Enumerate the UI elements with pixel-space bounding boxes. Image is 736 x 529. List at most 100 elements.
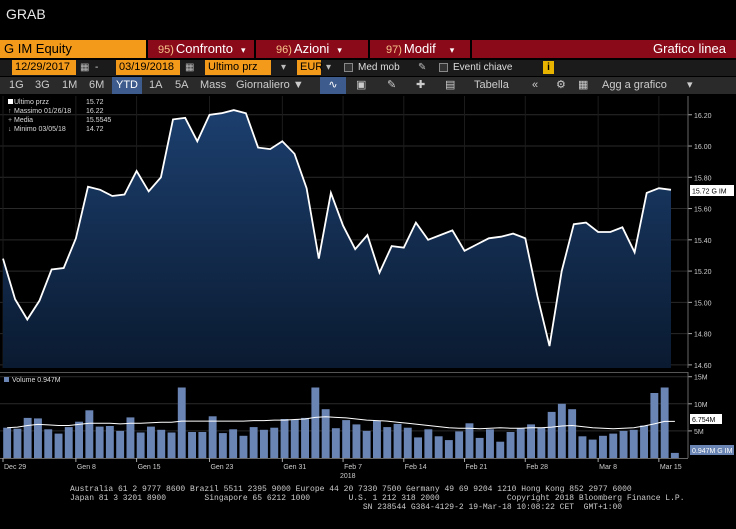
legend-min-value: 14.72 <box>86 126 104 133</box>
separator <box>146 40 148 58</box>
zoom-icon[interactable]: ▣ <box>356 79 367 91</box>
dropdown-arrow-icon[interactable]: ▾ <box>281 62 287 73</box>
moving-avg-label: Med mob <box>358 62 400 73</box>
y-tick-label: 10M <box>694 402 708 409</box>
volume-bar <box>373 420 381 458</box>
footer-line: SN 238544 G384-4129-2 19-Mar-18 10:08:22… <box>70 503 623 512</box>
price-field-select[interactable]: Ultimo prz <box>205 60 271 75</box>
volume-bar <box>280 419 289 458</box>
actions-menu[interactable]: 96) Azioni ▾ <box>276 40 342 58</box>
volume-bar <box>537 427 546 458</box>
volume-bar <box>75 421 83 458</box>
currency-field[interactable]: EUR <box>297 60 323 75</box>
volume-bar <box>167 432 176 458</box>
range-bar <box>0 77 736 94</box>
end-date-field[interactable]: 03/19/2018 <box>116 60 180 75</box>
range-1g[interactable]: 1G <box>9 79 24 91</box>
volume-bar <box>126 417 135 458</box>
price-tag: 15.72 G IM <box>692 189 727 196</box>
ticker-field[interactable]: G IM Equity <box>0 40 146 58</box>
y-tick-label: 15.80 <box>694 175 712 182</box>
range-5a[interactable]: 5A <box>175 79 189 91</box>
edit-menu[interactable]: 97) Modif ▾ <box>386 40 454 58</box>
y-tick-label: 16.20 <box>694 113 712 120</box>
range-6m[interactable]: 6M <box>89 79 105 91</box>
x-tick-label: Feb 28 <box>526 464 548 471</box>
volume-bar <box>198 432 207 458</box>
volume-bar <box>547 411 556 458</box>
calendar-icon[interactable]: ▦ <box>185 62 195 73</box>
separator <box>368 40 370 58</box>
volume-bar <box>13 428 22 458</box>
volume-bar <box>270 427 279 458</box>
x-tick-label: Feb 21 <box>466 464 488 471</box>
x-tick-label: Dec 29 <box>4 464 26 471</box>
legend-avg-label: Media <box>14 117 33 124</box>
line-chart-icon[interactable]: ∿ <box>320 77 346 94</box>
table-button[interactable]: Tabella <box>474 79 509 91</box>
collapse-icon[interactable]: « <box>532 79 539 91</box>
legend-min-label: Minimo 03/05/18 <box>14 126 66 133</box>
range-1a[interactable]: 1A <box>149 79 163 91</box>
price-area <box>3 110 671 368</box>
volume-bar <box>260 429 268 458</box>
volume-bar <box>177 387 186 458</box>
volume-last-tag: 0.947M G IM <box>692 448 733 455</box>
start-date-field[interactable]: 12/29/2017 <box>12 60 76 75</box>
dropdown-arrow-icon: ▾ <box>449 45 455 55</box>
price-line <box>2 109 672 347</box>
range-1m[interactable]: 1M <box>62 79 78 91</box>
volume-bar <box>629 429 638 458</box>
x-tick-label: Feb 7 <box>344 464 362 471</box>
volume-bar <box>557 403 566 458</box>
y-tick-label: 5M <box>694 429 704 436</box>
compare-menu[interactable]: 95) Confronto ▾ <box>158 40 246 58</box>
legend-avg-marker: + <box>8 117 12 124</box>
menu-number: 95) <box>158 44 174 56</box>
volume-bar <box>568 409 577 458</box>
volume-bar <box>229 429 238 458</box>
volume-bar <box>424 429 433 458</box>
dropdown-arrow-icon[interactable]: ▾ <box>687 79 693 91</box>
dropdown-arrow-icon: ▾ <box>337 45 342 55</box>
range-ytd[interactable]: YTD <box>112 77 142 94</box>
calendar-icon[interactable]: ▦ <box>80 62 90 73</box>
events-checkbox[interactable] <box>439 63 448 72</box>
dropdown-arrow-icon[interactable]: ▾ <box>326 62 332 73</box>
volume-bar <box>105 426 114 458</box>
volume-avg-tag: 6.754M <box>692 417 716 424</box>
y-tick-label: 15.00 <box>694 300 712 307</box>
add-to-chart-button[interactable]: Agg a grafico <box>602 79 667 91</box>
volume-bar <box>218 433 227 458</box>
volume-bar <box>599 435 607 458</box>
volume-bar <box>54 433 63 458</box>
volume-bar <box>95 426 104 458</box>
period-select[interactable]: Giornaliero ▼ <box>232 77 308 94</box>
menu-number: 96) <box>276 44 292 56</box>
y-tick-label: 15.60 <box>694 207 712 214</box>
volume-bar <box>660 387 669 458</box>
info-icon[interactable]: i <box>543 61 554 74</box>
volume-bar <box>331 428 340 458</box>
table-view-icon[interactable]: ▤ <box>445 79 456 91</box>
volume-bar <box>352 424 361 458</box>
chart-type-label: Grafico linea <box>653 41 726 56</box>
menu-label: Modif <box>403 41 436 56</box>
moving-avg-checkbox[interactable] <box>344 63 353 72</box>
range-3g[interactable]: 3G <box>35 79 50 91</box>
settings-icon[interactable]: ⚙ <box>556 79 566 91</box>
range-max[interactable]: Mass <box>200 79 227 91</box>
pencil-icon[interactable]: ✎ <box>418 62 427 73</box>
add-to-chart-icon[interactable]: ▦ <box>578 79 589 91</box>
legend-last-label: Ultimo przz <box>14 99 50 106</box>
crosshair-icon[interactable]: ✚ <box>416 79 426 91</box>
window-title: GRAB <box>6 6 46 22</box>
menu-label: Confronto <box>175 41 233 56</box>
x-tick-label: Mar 15 <box>660 464 682 471</box>
volume-bar <box>147 426 155 458</box>
annotation-icon[interactable]: ✎ <box>387 79 397 91</box>
volume-bar <box>455 431 464 458</box>
year-label: 2018 <box>340 473 356 480</box>
dropdown-arrow-icon: ▾ <box>241 45 246 55</box>
chart-legend: Ultimo przz 15.72 ↑ Massimo 01/26/18 16.… <box>8 99 111 133</box>
